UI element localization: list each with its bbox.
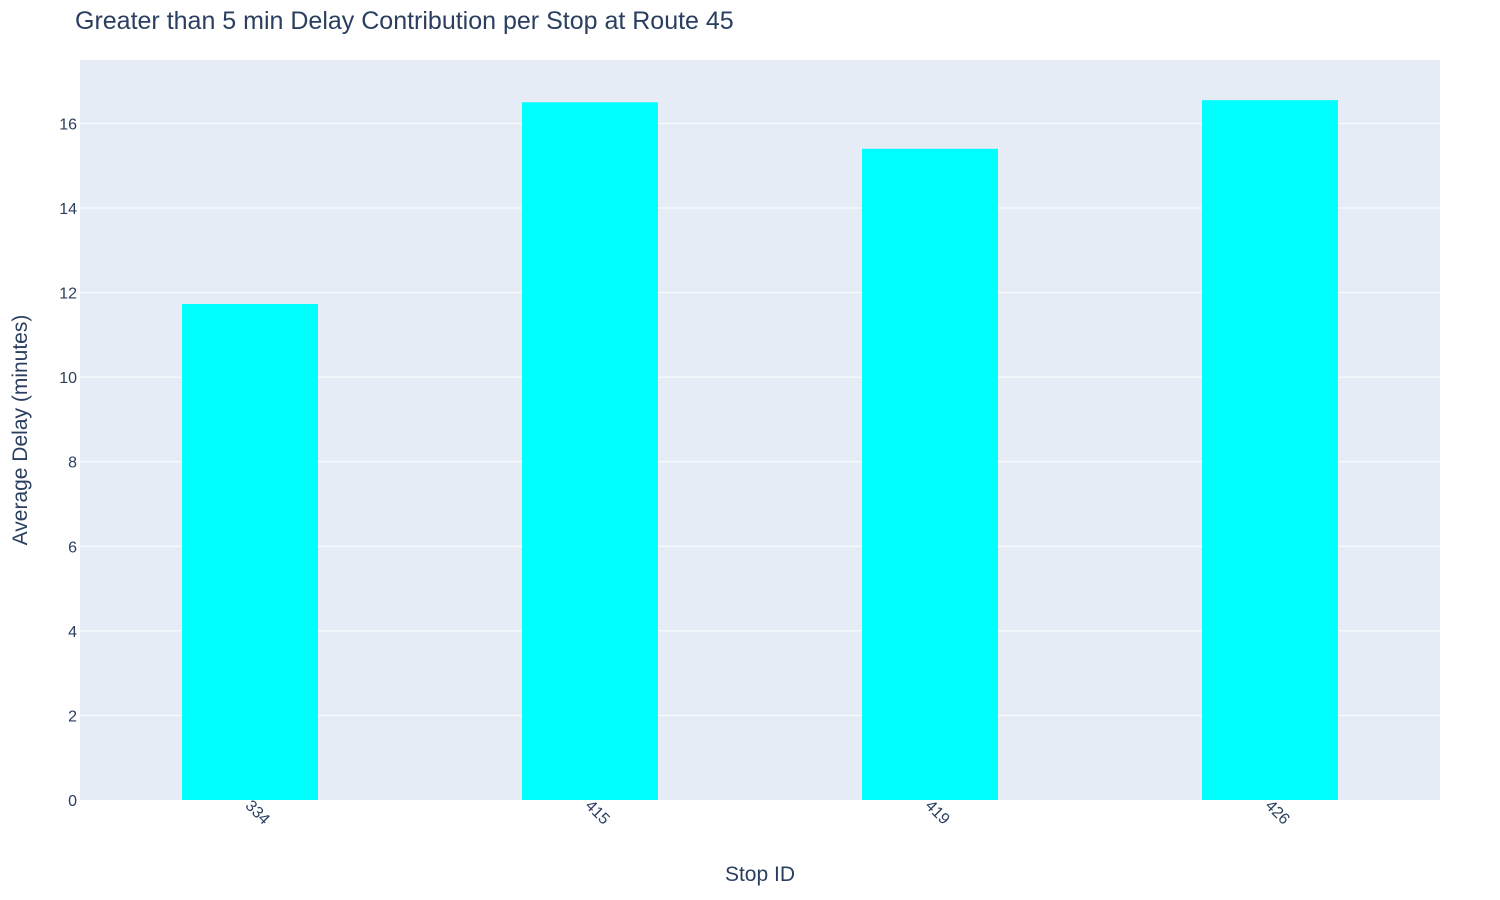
bar-419 bbox=[862, 148, 998, 801]
x-tick-label: 419 bbox=[922, 797, 953, 828]
y-tick-label: 4 bbox=[68, 624, 77, 641]
x-tick-label: 426 bbox=[1262, 797, 1293, 828]
x-axis-ticks: 334 415 419 426 bbox=[242, 797, 1293, 828]
y-axis-ticks: 0 2 4 6 8 10 12 14 16 bbox=[59, 116, 77, 810]
y-tick-label: 6 bbox=[68, 539, 77, 556]
bars bbox=[182, 100, 1338, 801]
y-tick-label: 14 bbox=[59, 201, 77, 218]
bar-334 bbox=[182, 303, 318, 800]
y-tick-label: 16 bbox=[59, 116, 77, 133]
y-tick-label: 2 bbox=[68, 708, 77, 725]
y-tick-label: 0 bbox=[68, 793, 77, 810]
y-axis-title: Average Delay (minutes) bbox=[9, 315, 32, 546]
chart-title: Greater than 5 min Delay Contribution pe… bbox=[75, 7, 734, 35]
x-axis-title: Stop ID bbox=[725, 863, 795, 886]
x-tick-label: 415 bbox=[582, 797, 613, 828]
y-tick-label: 8 bbox=[68, 455, 77, 472]
y-tick-label: 10 bbox=[59, 370, 77, 387]
y-tick-label: 12 bbox=[59, 286, 77, 303]
bar-426 bbox=[1202, 100, 1338, 800]
bar-415 bbox=[522, 102, 658, 801]
x-tick-label: 334 bbox=[242, 797, 273, 828]
